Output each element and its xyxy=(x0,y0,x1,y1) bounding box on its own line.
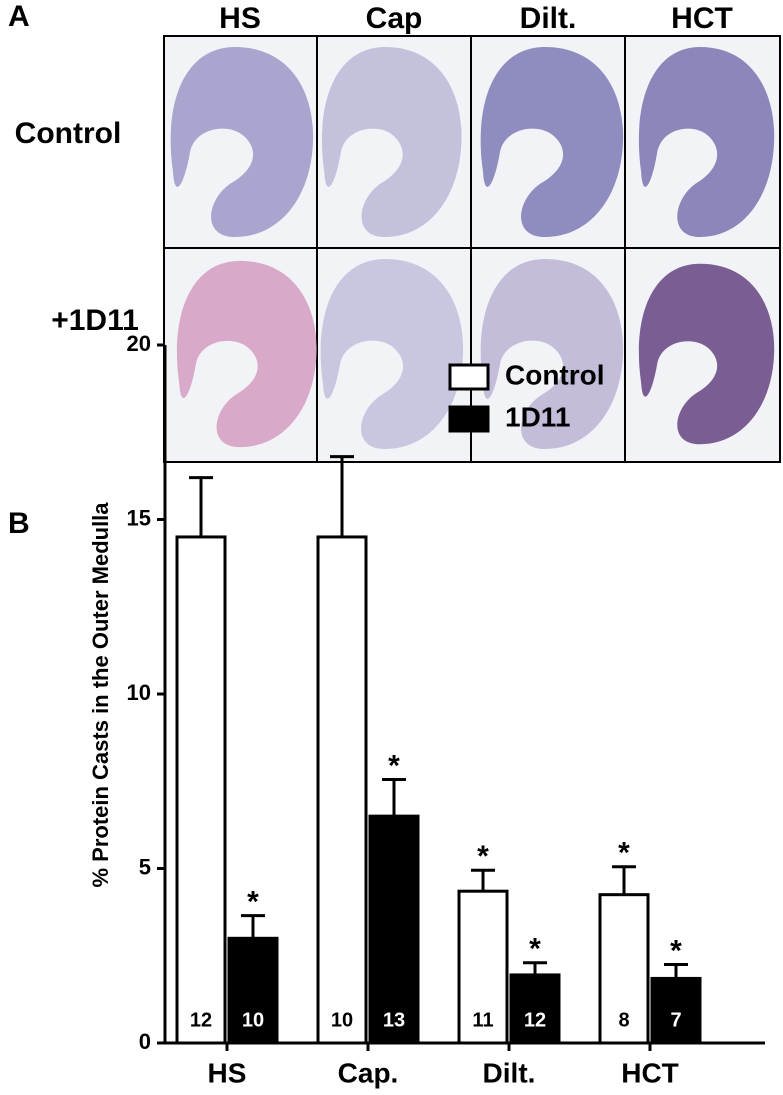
y-tick-label: 15 xyxy=(127,505,151,530)
n-label: 12 xyxy=(190,1009,212,1031)
row-label: +1D11 xyxy=(51,304,139,337)
y-tick-label: 5 xyxy=(139,854,151,879)
n-label: 8 xyxy=(618,1009,629,1031)
significance-marker: * xyxy=(529,933,541,966)
n-label: 7 xyxy=(670,1009,681,1031)
y-axis-title: % Protein Casts in the Outer Medulla xyxy=(88,502,113,888)
bar xyxy=(227,936,279,1045)
significance-marker: * xyxy=(247,886,259,919)
bar xyxy=(316,535,368,1045)
panel-label: B xyxy=(8,507,30,540)
y-tick-label: 20 xyxy=(127,331,151,356)
bar xyxy=(650,976,702,1045)
column-header: HCT xyxy=(671,2,733,35)
n-label: 10 xyxy=(242,1009,264,1031)
legend-swatch xyxy=(448,363,490,391)
n-label: 10 xyxy=(331,1009,353,1031)
significance-marker: * xyxy=(388,749,400,782)
x-tick-label: HCT xyxy=(621,1057,679,1088)
panel-label: A xyxy=(8,0,30,33)
row-label: Control xyxy=(15,117,122,150)
bar xyxy=(457,889,509,1045)
column-header: HS xyxy=(219,2,261,35)
legend-swatch xyxy=(448,405,490,433)
bar xyxy=(598,893,650,1045)
y-tick-label: 0 xyxy=(139,1029,151,1054)
significance-marker: * xyxy=(618,837,630,870)
column-header: Dilt. xyxy=(520,2,577,35)
n-label: 13 xyxy=(383,1009,405,1031)
significance-marker: * xyxy=(670,934,682,967)
x-tick-label: HS xyxy=(208,1057,247,1088)
x-tick-label: Cap. xyxy=(338,1057,399,1088)
bar xyxy=(368,814,420,1045)
significance-marker: * xyxy=(477,840,489,873)
n-label: 11 xyxy=(472,1009,493,1031)
bar xyxy=(509,973,561,1045)
n-label: 12 xyxy=(524,1009,546,1031)
x-tick-label: Dilt. xyxy=(483,1057,536,1088)
legend-label: Control xyxy=(505,359,605,390)
legend-label: 1D11 xyxy=(505,401,570,432)
column-header: Cap xyxy=(366,2,423,35)
y-tick-label: 10 xyxy=(127,680,151,705)
bar-chart: 0 5 10 15 20 HS 12 10 * Cap. 10 13 * Dilt. 11 * 12 * HCT 8 *… xyxy=(127,331,765,1088)
bar xyxy=(175,535,227,1045)
